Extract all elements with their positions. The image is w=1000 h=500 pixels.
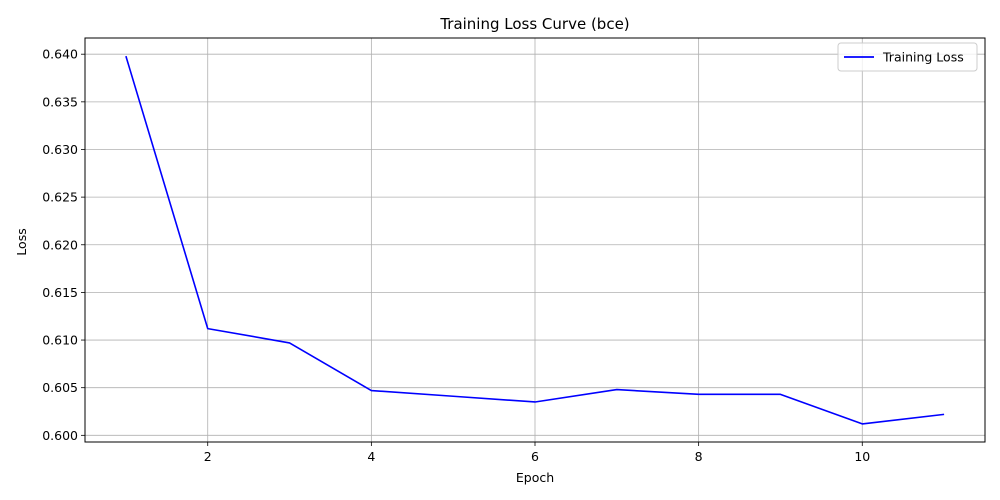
x-tick-label: 10 bbox=[854, 449, 870, 464]
y-axis-title: Loss bbox=[14, 228, 29, 255]
y-tick-label: 0.635 bbox=[42, 94, 78, 109]
x-axis-title: Epoch bbox=[516, 470, 554, 485]
y-tick-label: 0.600 bbox=[42, 428, 78, 443]
x-axis-ticks: 2 4 6 8 10 bbox=[204, 442, 870, 464]
legend-box bbox=[837, 42, 978, 72]
legend: Training Loss bbox=[837, 42, 978, 72]
legend-label: Training Loss bbox=[882, 50, 964, 65]
chart-title: Training Loss Curve (bce) bbox=[439, 15, 629, 33]
series-group bbox=[125, 55, 945, 425]
y-tick-label: 0.640 bbox=[42, 47, 78, 62]
y-axis-ticks: 0.600 0.605 0.610 0.615 0.620 0.625 0.630 0.635… bbox=[42, 47, 85, 443]
grid-lines bbox=[85, 38, 985, 442]
y-tick-label: 0.625 bbox=[42, 190, 78, 205]
y-tick-label: 0.615 bbox=[42, 285, 78, 300]
x-tick-label: 8 bbox=[695, 449, 703, 464]
y-tick-label: 0.610 bbox=[42, 333, 78, 348]
x-tick-label: 2 bbox=[204, 449, 212, 464]
x-tick-label: 6 bbox=[531, 449, 539, 464]
series-line-training-loss bbox=[125, 55, 945, 425]
y-tick-label: 0.620 bbox=[42, 237, 78, 252]
x-tick-label: 4 bbox=[367, 449, 375, 464]
y-tick-label: 0.605 bbox=[42, 380, 78, 395]
y-tick-label: 0.630 bbox=[42, 142, 78, 157]
